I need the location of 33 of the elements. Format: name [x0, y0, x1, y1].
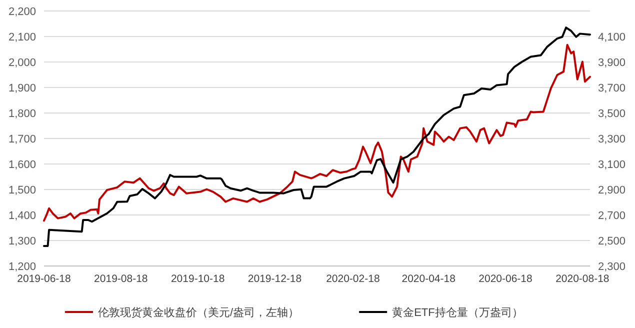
y-tick-label: 2,100	[8, 32, 36, 44]
y-tick-label: 1,400	[8, 210, 36, 222]
x-tick-label: 2019-10-18	[170, 273, 225, 285]
line-series	[43, 26, 591, 247]
x-tick-label: 2020-02-18	[326, 273, 380, 285]
x-tick-label: 2020-04-18	[402, 273, 456, 285]
y2-tick-label: 3,100	[598, 159, 626, 171]
y2-tick-label: 2,700	[598, 210, 626, 222]
y-tick-label: 1,300	[8, 236, 36, 248]
y2-tick-label: 2,300	[598, 261, 626, 273]
y-tick-label: 1,900	[8, 82, 36, 94]
y2-tick-label: 3,300	[598, 134, 626, 146]
x-tick-label: 2020-08-18	[556, 273, 610, 285]
y2-tick-label: 2,500	[598, 236, 626, 248]
y2-tick-label: 3,900	[598, 57, 626, 69]
x-tick-label: 2019-06-18	[17, 273, 72, 285]
y-tick-label: 1,800	[8, 108, 36, 120]
y2-tick-label: 3,500	[598, 108, 626, 120]
y-tick-label: 2,200	[8, 6, 36, 18]
x-tick-label: 2020-06-18	[478, 273, 533, 285]
y-tick-label: 1,700	[8, 134, 36, 146]
legend-label: 黄金ETF持仓量（万盎司）	[392, 306, 523, 319]
line-series	[43, 44, 591, 222]
y2-tick-label: 3,700	[598, 82, 626, 94]
legend-label: 伦敦现货黄金收盘价（美元/盎司，左轴）	[98, 306, 300, 319]
y-tick-label: 2,000	[8, 57, 36, 69]
y-tick-label: 1,600	[8, 159, 36, 171]
x-tick-label: 2019-12-18	[248, 273, 302, 285]
y-tick-label: 1,500	[8, 184, 36, 196]
y-tick-label: 1,200	[8, 261, 36, 273]
x-tick-label: 2019-08-18	[94, 273, 148, 285]
y2-tick-label: 2,900	[598, 184, 626, 196]
y2-tick-label: 4,100	[598, 32, 626, 44]
